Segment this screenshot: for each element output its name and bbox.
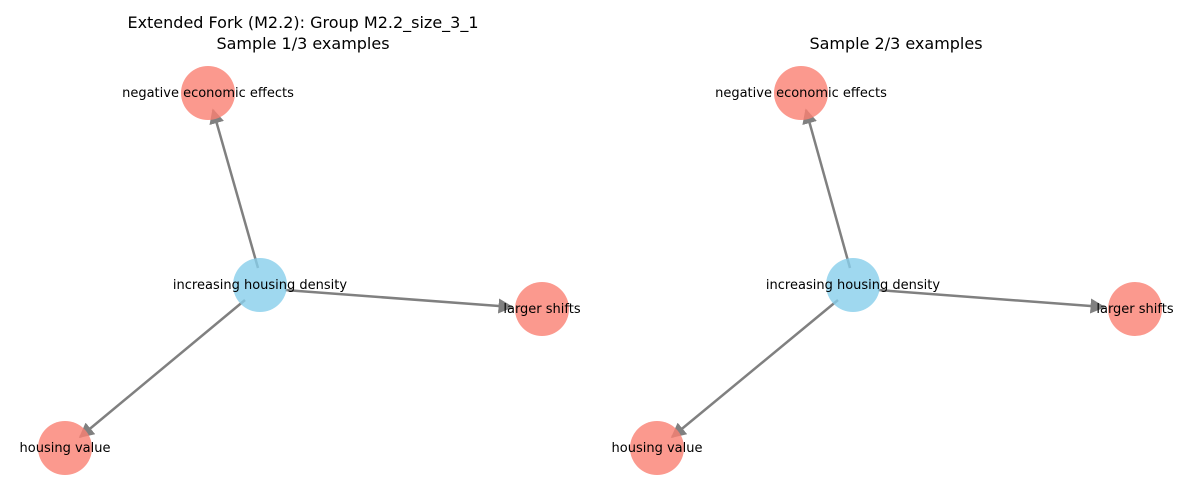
panel-2-node-right (1108, 282, 1162, 336)
panel-1-title-line-1: Extended Fork (M2.2): Group M2.2_size_3_… (127, 13, 478, 33)
panel-1-node-right (515, 282, 569, 336)
panel-2-label-right: larger shifts (1096, 302, 1173, 317)
panel-1-node-center (233, 258, 287, 312)
panel-1-labels: negative economic effects increasing hou… (20, 86, 581, 456)
panel-2-edge-center-top (802, 108, 852, 269)
panel-1-edge-center-bottom (78, 299, 246, 438)
panel-2-node-bottom (630, 421, 684, 475)
panel-1-edge-center-top (209, 108, 260, 269)
panel-2-title-line-1: Sample 2/3 examples (809, 34, 982, 53)
panel-2-labels: negative economic effects increasing hou… (612, 86, 1174, 456)
panel-2-edge-center-bottom (670, 299, 839, 438)
panel-2-node-top (774, 66, 828, 120)
panel-1-label-bottom: housing value (20, 441, 111, 456)
panel-1-node-bottom (38, 421, 92, 475)
panel-1: Extended Fork (M2.2): Group M2.2_size_3_… (20, 13, 581, 475)
panel-1-label-center: increasing housing density (173, 278, 347, 293)
panel-1-title-line-2: Sample 1/3 examples (216, 34, 389, 53)
panel-1-edges (78, 108, 514, 438)
panel-2-nodes (630, 66, 1162, 475)
panel-2-label-bottom: housing value (612, 441, 703, 456)
panel-1-node-top (181, 66, 235, 120)
panel-1-label-right: larger shifts (503, 302, 580, 317)
panel-2: Sample 2/3 examples negative economic ef… (612, 34, 1174, 475)
panel-2-node-center (826, 258, 880, 312)
panel-2-edges (670, 108, 1106, 438)
panel-1-nodes (38, 66, 569, 475)
panel-2-edge-center-right (877, 288, 1106, 314)
panel-1-label-top: negative economic effects (122, 86, 294, 101)
panel-2-label-top: negative economic effects (715, 86, 887, 101)
panel-2-label-center: increasing housing density (766, 278, 940, 293)
panel-1-edge-center-right (284, 288, 514, 314)
